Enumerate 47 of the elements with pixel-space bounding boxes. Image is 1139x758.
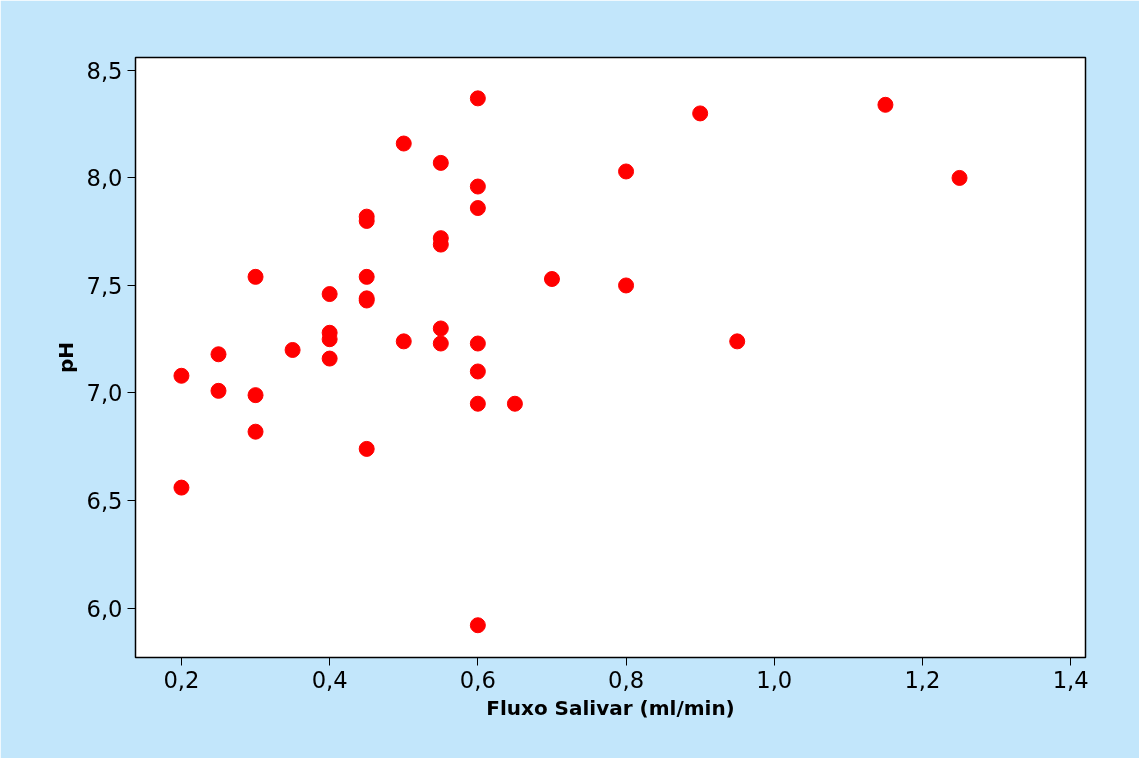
- point: [321, 286, 338, 303]
- point: [395, 333, 412, 350]
- x-tick-label: 0,4: [311, 666, 348, 693]
- point: [469, 90, 486, 107]
- point: [321, 350, 338, 367]
- point: [469, 363, 486, 380]
- point: [395, 135, 412, 152]
- point: [692, 105, 709, 122]
- x-tick-label: 0,6: [459, 666, 496, 693]
- point: [951, 169, 968, 186]
- x-tick-label: 1,0: [756, 666, 793, 693]
- y-tick-label: 8,5: [86, 57, 123, 84]
- y-tick-label: 6,0: [86, 595, 123, 622]
- point: [877, 96, 894, 113]
- point: [469, 335, 486, 352]
- y-axis-title: pH: [54, 341, 79, 374]
- point: [469, 617, 486, 634]
- point: [432, 335, 449, 352]
- point: [210, 382, 227, 399]
- point: [618, 163, 635, 180]
- point: [432, 320, 449, 337]
- point: [247, 387, 264, 404]
- x-tick-label: 1,2: [904, 666, 941, 693]
- x-tick-label: 1,4: [1052, 666, 1089, 693]
- point: [284, 341, 301, 358]
- y-tick-label: 8,0: [86, 165, 123, 192]
- x-tick-label: 0,2: [163, 666, 200, 693]
- point: [506, 395, 523, 412]
- point: [469, 178, 486, 195]
- point: [247, 268, 264, 285]
- y-tick-label: 6,5: [86, 488, 123, 515]
- point: [173, 367, 190, 384]
- y-tick-label: 7,0: [86, 380, 123, 407]
- y-tick-label: 7,5: [86, 272, 123, 299]
- x-tick-label: 0,8: [608, 666, 645, 693]
- point: [618, 277, 635, 294]
- point: [358, 440, 375, 457]
- point: [210, 346, 227, 363]
- point: [469, 395, 486, 412]
- point: [247, 423, 264, 440]
- point: [543, 271, 560, 287]
- point: [432, 154, 449, 171]
- point: [173, 479, 190, 496]
- point: [358, 268, 375, 285]
- point: [469, 200, 486, 217]
- point: [729, 333, 746, 350]
- x-axis-title: Fluxo Salivar (ml/min): [486, 695, 735, 720]
